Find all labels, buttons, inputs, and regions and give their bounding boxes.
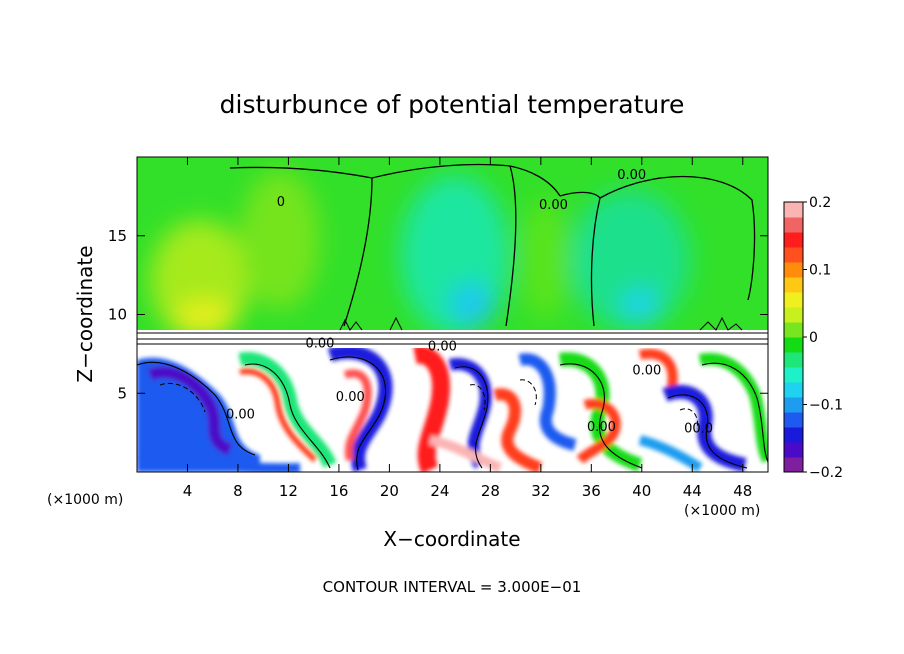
x-unit-right: (×1000 m) <box>684 503 760 519</box>
y-ticks: 5 10 15 <box>108 227 768 402</box>
x-tick-label-0: 4 <box>183 482 193 500</box>
colorbar-swatch-13 <box>784 262 803 278</box>
y-tick-label-2: 15 <box>108 227 127 245</box>
colorbar-swatch-12 <box>784 277 803 293</box>
y-axis-label: Z−coordinate <box>73 245 97 382</box>
lower-turbulent-field <box>137 348 768 472</box>
x-tick-label-1: 8 <box>233 482 243 500</box>
contour-label-8: 0.00 <box>587 420 616 435</box>
x-tick-label-8: 36 <box>582 482 601 500</box>
colorbar-tick-label-1: 0.1 <box>809 263 831 279</box>
contour-label-4: 0.00 <box>428 340 457 355</box>
y-tick-label-0: 5 <box>117 384 127 402</box>
x-tick-label-9: 40 <box>632 482 651 500</box>
colorbar-swatch-14 <box>784 247 803 263</box>
colorbar-swatch-15 <box>784 232 803 248</box>
contour-label-5: 0.00 <box>226 407 255 422</box>
x-tick-label-4: 20 <box>380 482 399 500</box>
x-tick-label-7: 32 <box>531 482 550 500</box>
chart-title: disturbunce of potential temperature <box>220 90 685 119</box>
colorbar-swatches <box>784 202 803 473</box>
colorbar-swatch-9 <box>784 322 803 338</box>
colorbar-swatch-3 <box>784 412 803 428</box>
x-unit-left: (×1000 m) <box>47 492 123 508</box>
x-tick-label-6: 28 <box>481 482 500 500</box>
x-axis-label: X−coordinate <box>383 527 520 551</box>
x-tick-label-2: 12 <box>279 482 298 500</box>
colorbar-swatch-17 <box>784 202 803 218</box>
contour-labels: 0 0.00 0.00 0.00 0.00 0.00 0.00 0.00 0.00 00.0 <box>226 168 713 437</box>
contour-label-1: 0.00 <box>617 168 646 183</box>
colorbar-swatch-4 <box>784 397 803 413</box>
x-ticks: 4 8 12 16 20 24 28 32 36 40 44 48 <box>183 157 752 500</box>
colorbar-swatch-11 <box>784 292 803 308</box>
colorbar-swatch-10 <box>784 307 803 323</box>
x-tick-label-3: 16 <box>329 482 348 500</box>
contour-label-0: 0 <box>277 195 285 210</box>
colorbar-tick-label-4: −0.2 <box>809 465 843 481</box>
colorbar-tick-label-3: −0.1 <box>809 398 843 414</box>
zero-contours-upper <box>229 163 756 327</box>
contour-label-7: 0.00 <box>632 363 661 378</box>
x-tick-label-11: 48 <box>733 482 752 500</box>
colorbar-swatch-8 <box>784 337 803 353</box>
colorbar-swatch-16 <box>784 217 803 233</box>
x-tick-label-10: 44 <box>683 482 702 500</box>
contour-label-3: 0.00 <box>306 337 335 352</box>
contour-label-2: 0.00 <box>539 198 568 213</box>
colorbar-swatch-0 <box>784 457 803 473</box>
colorbar-swatch-1 <box>784 442 803 458</box>
colorbar-ticks: 0.2 0.1 0 −0.1 −0.2 <box>803 195 843 481</box>
upper-field-anomalies <box>150 170 690 340</box>
colorbar-swatch-2 <box>784 427 803 443</box>
colorbar-tick-label-2: 0 <box>809 330 818 346</box>
colorbar-swatch-6 <box>784 367 803 383</box>
x-tick-label-5: 24 <box>430 482 449 500</box>
plot-area: 0 0.00 0.00 0.00 0.00 0.00 0.00 0.00 0.00 00.0 <box>137 157 768 472</box>
contour-label-6: 0.00 <box>336 390 365 405</box>
contour-interval-note: CONTOUR INTERVAL = 3.000E−01 <box>323 578 582 596</box>
contour-label-9: 00.0 <box>684 422 713 437</box>
colorbar-tick-label-0: 0.2 <box>809 195 831 211</box>
y-tick-label-1: 10 <box>108 306 127 324</box>
colorbar: 0.2 0.1 0 −0.1 −0.2 <box>783 195 843 481</box>
colorbar-swatch-7 <box>784 352 803 368</box>
colorbar-swatch-5 <box>784 382 803 398</box>
